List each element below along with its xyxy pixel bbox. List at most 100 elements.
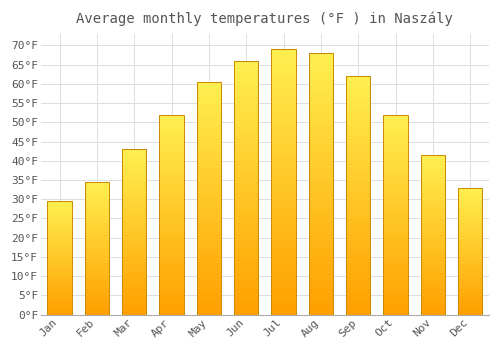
Bar <box>48 256 72 258</box>
Bar <box>458 193 482 195</box>
Bar <box>458 287 482 289</box>
Bar <box>160 150 184 155</box>
Bar <box>234 228 258 233</box>
Bar <box>160 134 184 139</box>
Bar <box>309 79 333 84</box>
Bar <box>272 267 295 272</box>
Bar <box>272 102 295 107</box>
Bar <box>85 238 109 240</box>
Bar <box>272 219 295 224</box>
Bar <box>122 285 146 288</box>
Bar <box>234 198 258 203</box>
Bar <box>234 244 258 248</box>
Bar <box>48 226 72 229</box>
Bar <box>234 122 258 127</box>
Bar <box>272 256 295 261</box>
Bar <box>346 281 370 286</box>
Bar <box>160 175 184 178</box>
Bar <box>197 100 221 105</box>
Bar <box>48 262 72 265</box>
Bar <box>234 203 258 208</box>
Bar <box>160 114 184 315</box>
Bar <box>48 258 72 260</box>
Bar <box>234 173 258 177</box>
Bar <box>458 289 482 292</box>
Bar <box>272 118 295 124</box>
Bar <box>272 113 295 118</box>
Bar <box>272 177 295 182</box>
Bar <box>122 262 146 265</box>
Bar <box>48 267 72 269</box>
Bar <box>197 273 221 278</box>
Bar <box>272 240 295 246</box>
Bar <box>85 278 109 280</box>
Bar <box>85 304 109 307</box>
Bar <box>384 142 407 147</box>
Bar <box>85 187 109 190</box>
Bar <box>346 253 370 258</box>
Bar <box>384 191 407 195</box>
Bar <box>197 124 221 128</box>
Bar <box>384 255 407 259</box>
Bar <box>458 312 482 315</box>
Bar <box>272 86 295 92</box>
Bar <box>346 229 370 233</box>
Bar <box>384 187 407 191</box>
Bar <box>85 259 109 261</box>
Bar <box>421 308 445 312</box>
Bar <box>421 181 445 184</box>
Bar <box>272 55 295 60</box>
Bar <box>458 254 482 256</box>
Bar <box>122 159 146 162</box>
Bar <box>309 294 333 299</box>
Bar <box>122 149 146 153</box>
Bar <box>272 293 295 299</box>
Bar <box>272 278 295 283</box>
Bar <box>197 166 221 170</box>
Bar <box>234 66 258 71</box>
Bar <box>160 127 184 131</box>
Bar <box>421 241 445 244</box>
Bar <box>309 100 333 105</box>
Bar <box>48 272 72 274</box>
Bar <box>122 153 146 156</box>
Bar <box>197 222 221 226</box>
Bar <box>234 238 258 244</box>
Bar <box>160 170 184 175</box>
Bar <box>346 172 370 176</box>
Bar <box>458 233 482 236</box>
Bar <box>272 134 295 139</box>
Bar <box>122 255 146 258</box>
Bar <box>122 282 146 285</box>
Bar <box>458 310 482 312</box>
Bar <box>234 264 258 269</box>
Bar <box>122 172 146 176</box>
Bar <box>458 294 482 297</box>
Bar <box>85 307 109 309</box>
Bar <box>197 301 221 306</box>
Bar <box>309 173 333 178</box>
Bar <box>346 286 370 291</box>
Bar <box>458 213 482 216</box>
Bar <box>384 227 407 231</box>
Bar <box>234 61 258 66</box>
Bar <box>384 134 407 139</box>
Bar <box>48 210 72 212</box>
Bar <box>160 295 184 299</box>
Bar <box>309 309 333 315</box>
Bar <box>384 291 407 295</box>
Bar <box>458 221 482 223</box>
Bar <box>346 181 370 186</box>
Bar <box>458 269 482 272</box>
Bar <box>197 254 221 259</box>
Bar <box>48 229 72 231</box>
Bar <box>272 251 295 256</box>
Bar <box>234 310 258 315</box>
Bar <box>384 287 407 291</box>
Bar <box>346 238 370 243</box>
Bar <box>234 279 258 284</box>
Bar <box>160 167 184 170</box>
Bar <box>384 159 407 163</box>
Bar <box>234 81 258 86</box>
Bar <box>458 302 482 304</box>
